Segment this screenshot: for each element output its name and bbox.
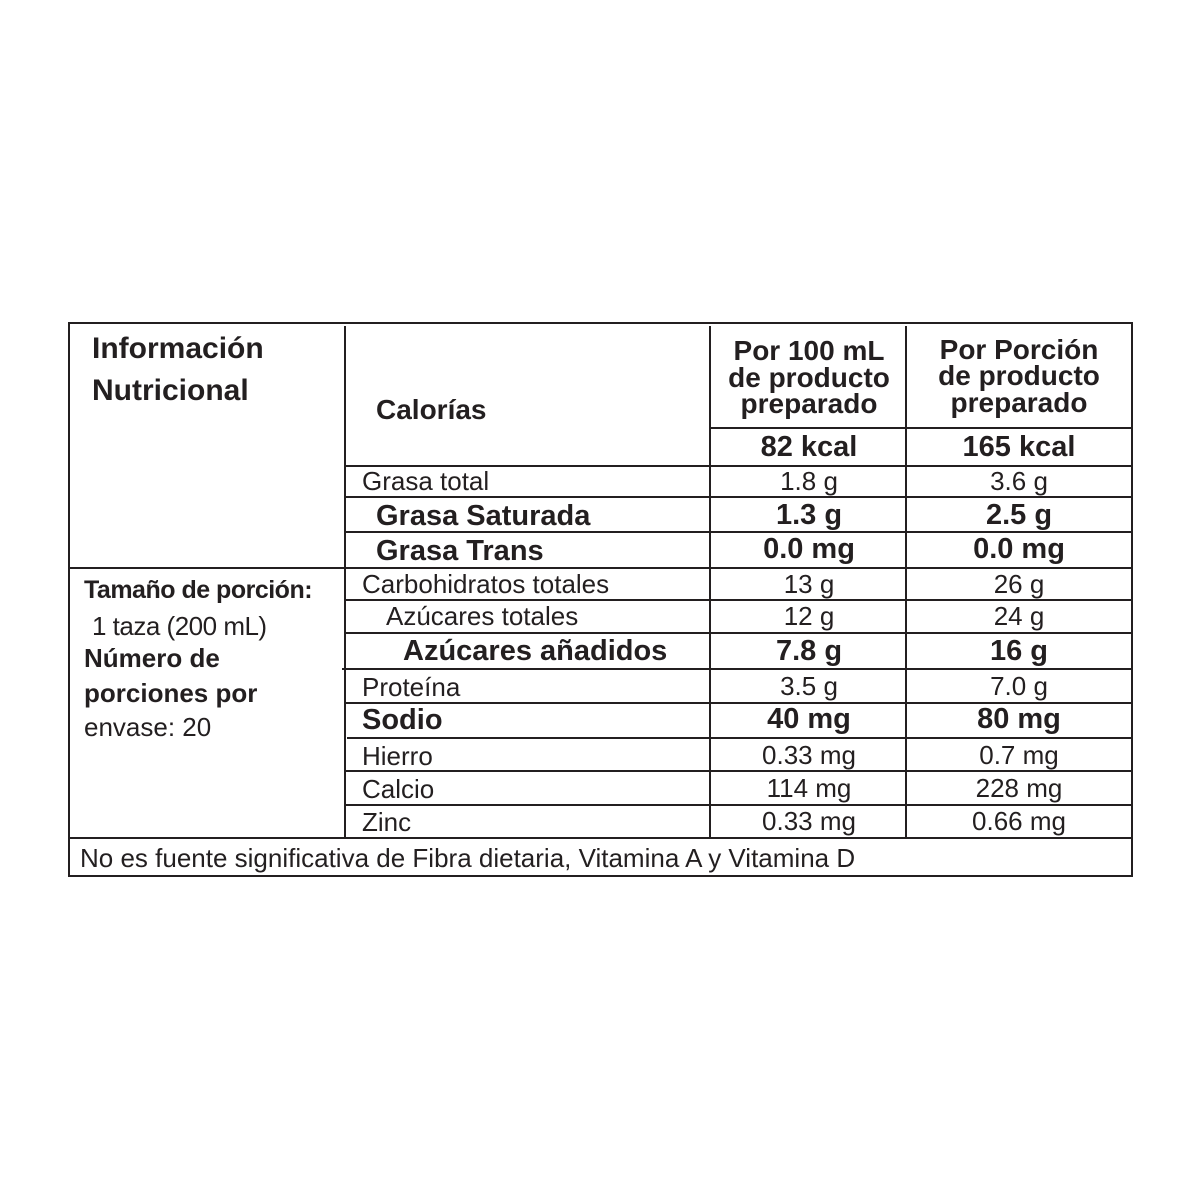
nutrient-portion: 24 g (993, 601, 1045, 631)
footer-note: No es fuente significativa de Fibra diet… (80, 843, 856, 873)
divider-col-100ml (709, 326, 711, 838)
nutrient-portion: 7.0 g (990, 671, 1048, 701)
nutrient-per100: 7.8 g (775, 635, 843, 667)
nutrient-name: Carbohidratos totales (362, 569, 610, 599)
nutrient-per100: 1.8 g (780, 466, 838, 496)
nutrient-name: Azúcares totales (386, 601, 579, 631)
row-line (345, 599, 1132, 601)
title-line-2: Nutricional (92, 374, 249, 407)
nutrient-name: Grasa Saturada (376, 500, 591, 532)
col1-header-line-1: Por 100 mL (733, 335, 885, 366)
nutrient-portion: 228 mg (975, 773, 1063, 803)
nutrient-portion: 0.66 mg (972, 806, 1066, 836)
border-top (68, 322, 1133, 324)
nutrient-name: Zinc (362, 807, 412, 837)
nutrient-name: Proteína (362, 672, 461, 702)
servings-label-2: porciones por (84, 678, 258, 708)
nutrient-portion: 2.5 g (985, 499, 1053, 531)
col2-header-line-3: preparado (950, 387, 1088, 418)
nutrient-portion: 80 mg (977, 703, 1061, 735)
col1-header-line-3: preparado (740, 388, 878, 419)
nutrient-portion: 3.6 g (990, 466, 1048, 496)
border-right (1131, 322, 1133, 877)
row-line (345, 496, 1132, 498)
calories-label: Calorías (376, 394, 487, 425)
row-line (347, 737, 1132, 739)
divider-header (710, 427, 1132, 429)
row-line (345, 702, 1132, 704)
col2-header-line-2: de producto (938, 360, 1100, 391)
nutrient-per100: 13 g (783, 569, 835, 599)
divider-col-name (344, 326, 346, 838)
nutrient-name: Sodio (362, 704, 443, 736)
row-line (345, 632, 1132, 634)
nutrient-per100: 0.0 mg (763, 533, 855, 565)
col2-header-line-1: Por Porción (939, 334, 1099, 365)
row-line (345, 804, 1132, 806)
serving-size-label: Tamaño de porción: (84, 576, 313, 604)
title-line-1: Información (92, 332, 264, 365)
nutrient-per100: 114 mg (766, 773, 852, 803)
footer-line (68, 837, 1132, 839)
nutrient-name: Grasa total (362, 466, 490, 496)
servings-value: envase: 20 (84, 712, 212, 742)
nutrient-portion: 0.0 mg (973, 533, 1065, 565)
border-bottom (68, 875, 1133, 877)
nutrient-portion: 0.7 mg (979, 740, 1059, 770)
nutrient-name: Azúcares añadidos (403, 635, 668, 667)
servings-label-1: Número de (84, 643, 220, 673)
nutrient-per100: 0.33 mg (762, 806, 856, 836)
nutrient-per100: 12 g (783, 601, 835, 631)
nutrient-per100: 40 mg (767, 703, 851, 735)
nutrient-portion: 16 g (989, 635, 1049, 667)
nutrient-name: Hierro (362, 741, 433, 771)
nutrient-name: Calcio (362, 774, 435, 804)
calories-100ml: 82 kcal (760, 431, 858, 463)
row-line (345, 465, 1132, 467)
nutrient-name: Grasa Trans (376, 535, 544, 567)
nutrient-per100: 3.5 g (780, 671, 838, 701)
col1-header-line-2: de producto (728, 362, 890, 393)
nutrient-portion: 26 g (993, 569, 1045, 599)
row-line (342, 668, 1132, 670)
border-left (68, 322, 70, 877)
calories-portion: 165 kcal (962, 431, 1076, 463)
row-line (345, 770, 1132, 772)
nutrient-per100: 0.33 mg (762, 740, 856, 770)
row-line (345, 531, 1132, 533)
serving-size-value: 1 taza (200 mL) (92, 611, 267, 641)
row-line (68, 567, 1132, 569)
nutrient-per100: 1.3 g (775, 499, 843, 531)
divider-col-portion (905, 326, 907, 838)
